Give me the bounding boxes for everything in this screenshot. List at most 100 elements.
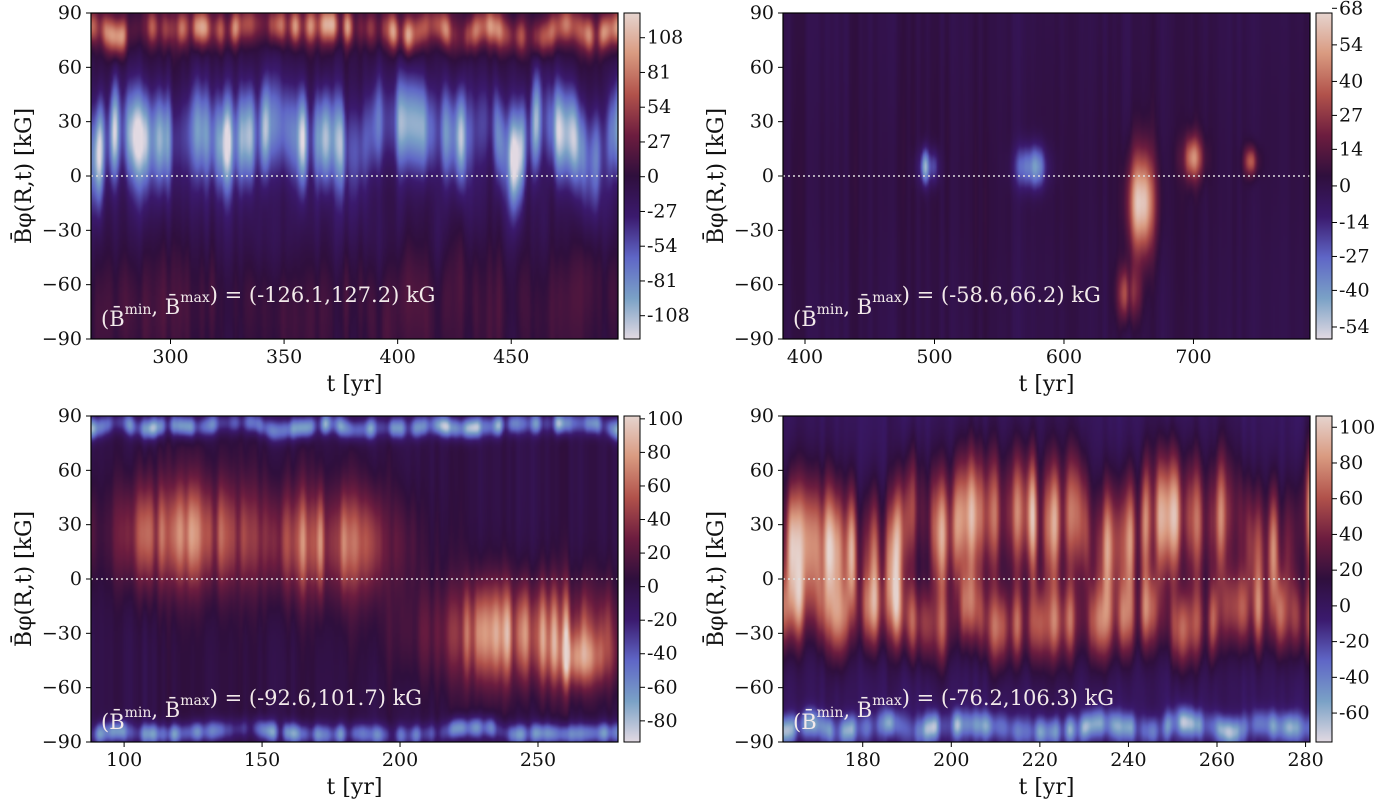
colorbar-tick-label: 14 (1339, 138, 1363, 160)
y-tick-label: 90 (750, 2, 774, 24)
x-tick-label: 700 (1175, 346, 1211, 368)
bounds-annotation: (B̄min, B̄max) = (-92.6,101.7) kG (101, 686, 422, 734)
x-axis-label: t [yr] (327, 775, 383, 800)
y-tick-label: 60 (750, 56, 774, 78)
x-axis-label: t [yr] (327, 372, 383, 397)
x-tick-label: 220 (1022, 749, 1058, 771)
colorbar-tick-label: 54 (647, 96, 671, 118)
y-axis-label: B̄φ(R,t) [kG] (10, 511, 37, 647)
heatmap-image (91, 13, 618, 339)
y-tick-label: −30 (734, 219, 774, 241)
bounds-annotation: (B̄min, B̄max) = (-76.2,106.3) kG (793, 686, 1114, 734)
colorbar-tick-label: -40 (1339, 279, 1370, 301)
y-axis-label: B̄φ(R,t) [kG] (10, 108, 37, 244)
colorbar-tick-label: -54 (1339, 316, 1370, 338)
bounds-annotation: (B̄min, B̄max) = (-58.6,66.2) kG (793, 283, 1101, 331)
colorbar-tick-label: 0 (647, 576, 659, 598)
x-tick-label: 280 (1287, 749, 1323, 771)
colorbar-tick-label: 20 (647, 542, 671, 564)
colorbar-tick-label: 40 (1339, 523, 1363, 545)
y-tick-label: −30 (42, 622, 82, 644)
colorbar-tick-label: 60 (647, 475, 671, 497)
colorbar-tick-label: -40 (1339, 666, 1370, 688)
x-tick-label: 240 (1110, 749, 1146, 771)
y-tick-label: 60 (58, 459, 82, 481)
x-tick-label: 250 (520, 749, 556, 771)
y-tick-label: −30 (42, 219, 82, 241)
heatmap-image (783, 13, 1310, 339)
colorbar-tick-label: -27 (1339, 245, 1370, 267)
panel-bottom-left: 100 150 200 250 90 60 30 0 −30 −60 −90 t [yr] B̄φ(R,… (10, 405, 683, 800)
x-tick-label: 200 (382, 749, 418, 771)
colorbar-tick-label: 60 (1339, 488, 1363, 510)
colorbar-tick-label: 108 (647, 27, 683, 49)
colorbar-tick-label: 20 (1339, 559, 1363, 581)
y-tick-label: 0 (70, 165, 82, 187)
y-tick-label: −90 (734, 731, 774, 753)
colorbar-tick-label: 0 (1339, 595, 1351, 617)
x-tick-label: 350 (266, 346, 302, 368)
colorbar-tick-label: -54 (647, 235, 678, 257)
colorbar-tick-label: -60 (1339, 702, 1370, 724)
y-tick-label: 0 (762, 165, 774, 187)
y-tick-label: 60 (750, 459, 774, 481)
colorbar-tick-label: 0 (647, 166, 659, 188)
y-tick-label: −90 (42, 328, 82, 350)
y-tick-label: −90 (42, 731, 82, 753)
x-tick-label: 400 (787, 346, 823, 368)
y-tick-label: 30 (58, 514, 82, 536)
colorbar-tick-label: -14 (1339, 211, 1370, 233)
colorbar-tick-label: -108 (647, 305, 690, 327)
colorbar (1315, 415, 1333, 743)
colorbar-tick-label: 80 (647, 441, 671, 463)
x-tick-label: 180 (845, 749, 881, 771)
y-tick-label: 90 (58, 2, 82, 24)
colorbar-tick-label: -40 (647, 643, 678, 665)
colorbar-tick-label: 27 (647, 131, 671, 153)
bounds-annotation: (B̄min, B̄max) = (-126.1,127.2) kG (101, 283, 435, 331)
y-tick-label: 30 (750, 111, 774, 133)
y-tick-label: −60 (42, 677, 82, 699)
colorbar-tick-label: 54 (1339, 34, 1363, 56)
x-tick-label: 600 (1046, 346, 1082, 368)
heatmap-image (91, 416, 618, 742)
y-tick-label: −60 (734, 274, 774, 296)
colorbar (623, 415, 641, 743)
x-tick-label: 150 (244, 749, 280, 771)
y-axis-label: B̄φ(R,t) [kG] (702, 511, 729, 647)
y-tick-label: −30 (734, 622, 774, 644)
y-axis-label: B̄φ(R,t) [kG] (702, 108, 729, 244)
colorbar-tick-label: 40 (1339, 70, 1363, 92)
colorbar-tick-label: -20 (1339, 631, 1370, 653)
y-tick-label: 90 (58, 405, 82, 427)
colorbar-tick-label: -80 (647, 710, 678, 732)
x-tick-label: 300 (152, 346, 188, 368)
y-tick-label: 30 (58, 111, 82, 133)
x-tick-label: 400 (380, 346, 416, 368)
colorbar-tick-label: 40 (647, 509, 671, 531)
y-tick-label: 60 (58, 56, 82, 78)
y-tick-label: 90 (750, 405, 774, 427)
y-tick-label: −60 (734, 677, 774, 699)
y-tick-label: 0 (762, 568, 774, 590)
colorbar (1315, 12, 1333, 340)
colorbar-tick-label: -81 (647, 270, 678, 292)
x-axis-label: t [yr] (1019, 372, 1075, 397)
colorbar-tick-label: 100 (1339, 416, 1375, 438)
colorbar-tick-label: -60 (647, 676, 678, 698)
x-tick-label: 260 (1199, 749, 1235, 771)
colorbar-tick-label: 100 (647, 408, 683, 430)
x-tick-label: 100 (106, 749, 142, 771)
colorbar (623, 12, 641, 340)
colorbar-tick-label: -27 (647, 200, 678, 222)
x-tick-label: 450 (493, 346, 529, 368)
colorbar-tick-label: 81 (647, 61, 671, 83)
heatmap-image (783, 416, 1310, 742)
x-tick-label: 200 (933, 749, 969, 771)
colorbar-tick-label: 27 (1339, 104, 1363, 126)
x-tick-label: 500 (916, 346, 952, 368)
y-tick-label: −60 (42, 274, 82, 296)
